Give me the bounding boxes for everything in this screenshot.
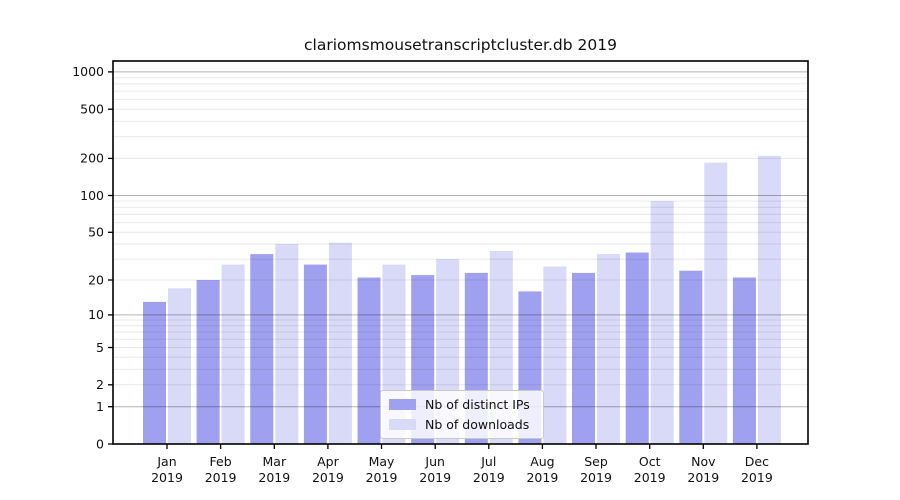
y-tick-label: 1 <box>96 399 104 414</box>
bar-downloads-sep <box>597 254 620 444</box>
y-tick-label: 20 <box>88 272 104 287</box>
y-tick-label: 5 <box>96 340 104 355</box>
y-tick-label: 0 <box>96 436 104 451</box>
legend-swatch-downloads <box>389 419 416 430</box>
x-tick-label-month: Mar <box>263 454 287 469</box>
y-tick-label: 50 <box>88 225 104 240</box>
bar-distinct-ips-jan <box>143 301 166 444</box>
x-tick-label-year: 2019 <box>741 470 773 485</box>
bar-downloads-mar <box>275 244 299 444</box>
bar-distinct-ips-oct <box>625 252 649 444</box>
bar-distinct-ips-feb <box>196 280 220 444</box>
y-tick-label: 500 <box>80 102 104 117</box>
y-tick-label: 10 <box>88 307 104 322</box>
legend-row-downloads: Nb of downloads <box>389 417 534 432</box>
x-tick-label-month: Feb <box>210 454 232 469</box>
x-tick-label-month: Jan <box>156 454 176 469</box>
bar-downloads-apr <box>328 242 352 444</box>
legend-label-distinct-ips: Nb of distinct IPs <box>425 397 530 412</box>
bar-distinct-ips-nov <box>679 270 703 444</box>
plot-frame <box>112 60 809 445</box>
x-tick-label-month: Dec <box>745 454 769 469</box>
x-tick-label-month: Apr <box>317 454 339 469</box>
x-tick-label-year: 2019 <box>258 470 290 485</box>
legend-row-distinct-ips: Nb of distinct IPs <box>389 397 534 412</box>
x-tick-label-year: 2019 <box>526 470 558 485</box>
bar-distinct-ips-may <box>357 277 381 444</box>
chart-title: clariomsmousetranscriptcluster.db 2019 <box>304 36 617 54</box>
x-tick-label-month: Aug <box>530 454 554 469</box>
x-tick-label-year: 2019 <box>687 470 719 485</box>
bar-downloads-jan <box>168 288 191 444</box>
x-tick-label-year: 2019 <box>634 470 666 485</box>
bar-downloads-dec <box>757 155 781 445</box>
y-tick-label: 1000 <box>72 64 104 79</box>
x-tick-label-year: 2019 <box>366 470 398 485</box>
bar-distinct-ips-mar <box>250 254 274 444</box>
bar-downloads-oct <box>650 201 674 444</box>
x-tick-label-month: Jul <box>480 454 496 469</box>
y-tick-label: 2 <box>96 377 104 392</box>
legend: Nb of distinct IPs Nb of downloads <box>380 390 544 439</box>
bar-distinct-ips-apr <box>303 264 327 444</box>
x-tick-label-year: 2019 <box>473 470 505 485</box>
y-tick-label: 200 <box>80 151 104 166</box>
x-tick-label-year: 2019 <box>312 470 344 485</box>
x-tick-label-month: Sep <box>584 454 608 469</box>
x-tick-label-month: May <box>369 454 395 469</box>
x-tick-label-year: 2019 <box>151 470 183 485</box>
legend-swatch-distinct-ips <box>389 399 416 410</box>
bar-distinct-ips-sep <box>572 272 595 444</box>
legend-label-downloads: Nb of downloads <box>425 417 530 432</box>
bar-distinct-ips-dec <box>732 277 756 444</box>
x-tick-label-month: Nov <box>691 454 716 469</box>
x-tick-label-month: Jun <box>424 454 445 469</box>
y-tick-label: 100 <box>80 188 104 203</box>
x-tick-label-year: 2019 <box>580 470 612 485</box>
x-tick-label-month: Oct <box>639 454 661 469</box>
bar-downloads-feb <box>221 264 245 444</box>
bar-downloads-nov <box>704 162 728 444</box>
x-tick-label-year: 2019 <box>205 470 237 485</box>
bar-downloads-aug <box>543 266 567 444</box>
x-tick-label-year: 2019 <box>419 470 451 485</box>
